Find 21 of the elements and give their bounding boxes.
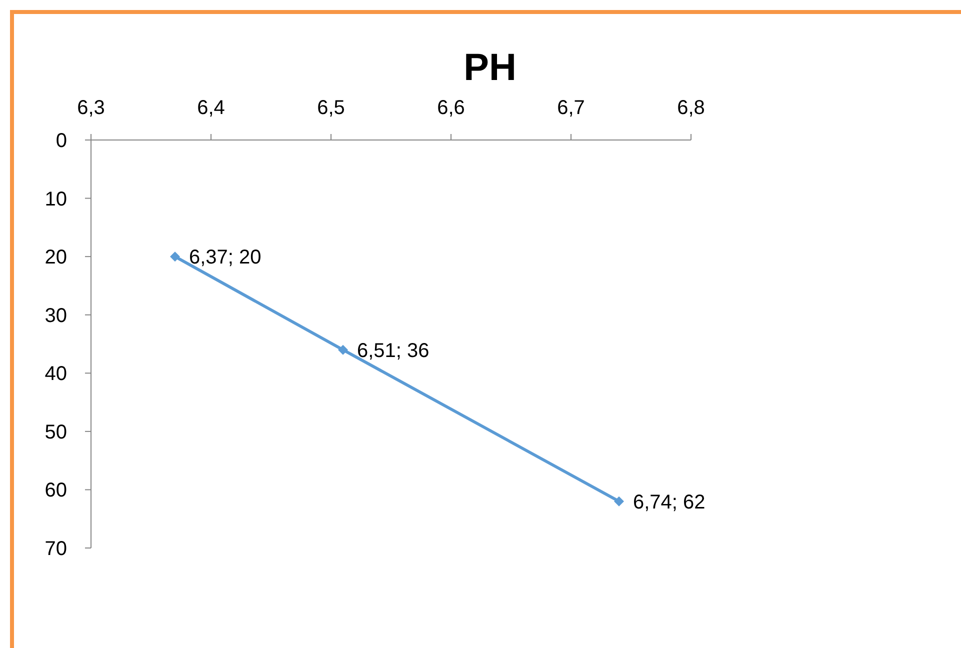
x-tick-label: 6,5 — [317, 97, 345, 119]
data-label: 6,51; 36 — [357, 340, 430, 362]
point — [170, 252, 180, 262]
y-tick-label: 20 — [44, 246, 67, 269]
y-tick-label: 50 — [44, 421, 67, 444]
data-label: 6,37; 20 — [189, 246, 262, 269]
chart-title: PH — [464, 47, 516, 89]
x-tick-label: 6,7 — [557, 97, 585, 119]
y-tick-label: 70 — [44, 538, 67, 560]
y-tick-label: 40 — [44, 363, 67, 386]
x-tick-label: 6,3 — [77, 97, 105, 119]
x-tick-label: 6,6 — [437, 97, 465, 119]
point — [614, 496, 624, 506]
y-tick-label: 10 — [44, 188, 67, 210]
data-label: 6,74; 62 — [633, 491, 706, 514]
y-tick-label: 30 — [44, 304, 67, 327]
y-tick-label: 0 — [56, 130, 67, 152]
point — [338, 344, 348, 355]
x-tick-label: 6,4 — [197, 97, 225, 119]
y-tick-label: 60 — [44, 480, 67, 502]
x-tick-label: 6,8 — [677, 97, 705, 119]
